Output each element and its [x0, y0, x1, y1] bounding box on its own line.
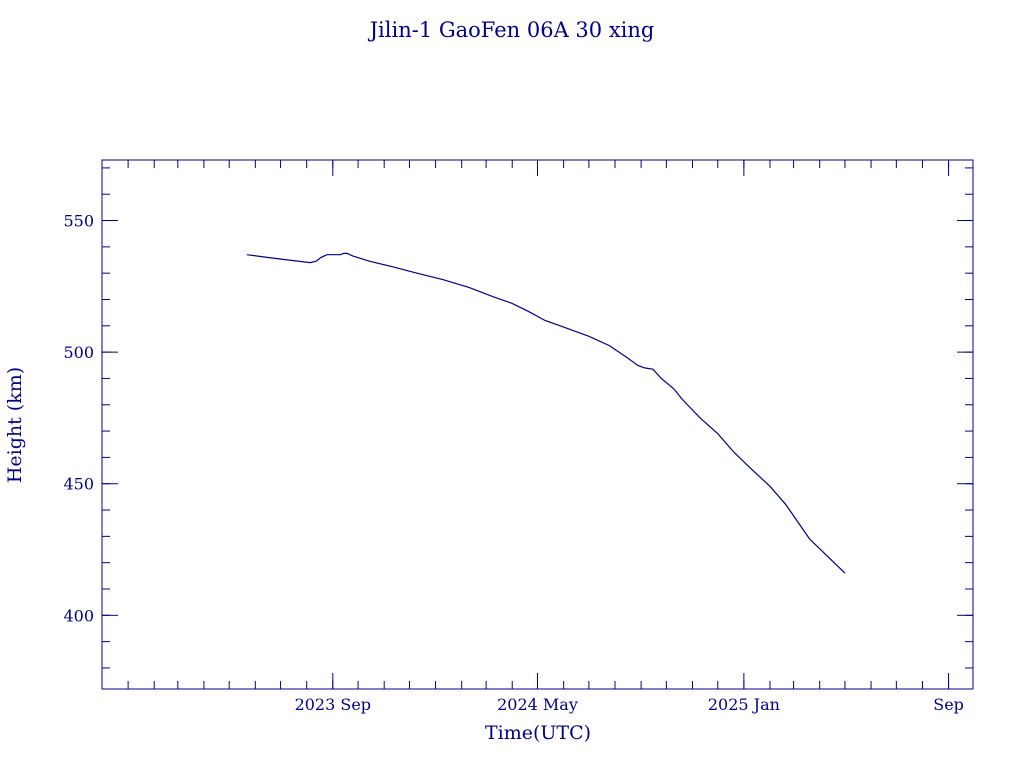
- y-tick-label: 500: [63, 343, 94, 362]
- x-tick-labels: 2023 Sep 2024 May 2025 Jan Sep: [295, 695, 964, 714]
- y-tick-label: 450: [63, 475, 94, 494]
- y-axis-label: Height (km): [4, 367, 26, 483]
- axis-ticks: [102, 160, 973, 689]
- y-tick-label: 550: [63, 212, 94, 231]
- y-tick-labels: 400 450 500 550: [63, 212, 94, 626]
- x-tick-label: 2025 Jan: [708, 695, 780, 714]
- plot-frame: [101, 159, 974, 690]
- chart-title: Jilin-1 GaoFen 06A 30 xing: [368, 18, 655, 42]
- x-tick-label: 2023 Sep: [295, 695, 371, 714]
- x-tick-label: 2024 May: [497, 695, 578, 714]
- x-axis-label: Time(UTC): [485, 722, 591, 744]
- x-tick-label: Sep: [933, 695, 964, 714]
- y-tick-label: 400: [63, 606, 94, 625]
- series-line: [246, 252, 846, 574]
